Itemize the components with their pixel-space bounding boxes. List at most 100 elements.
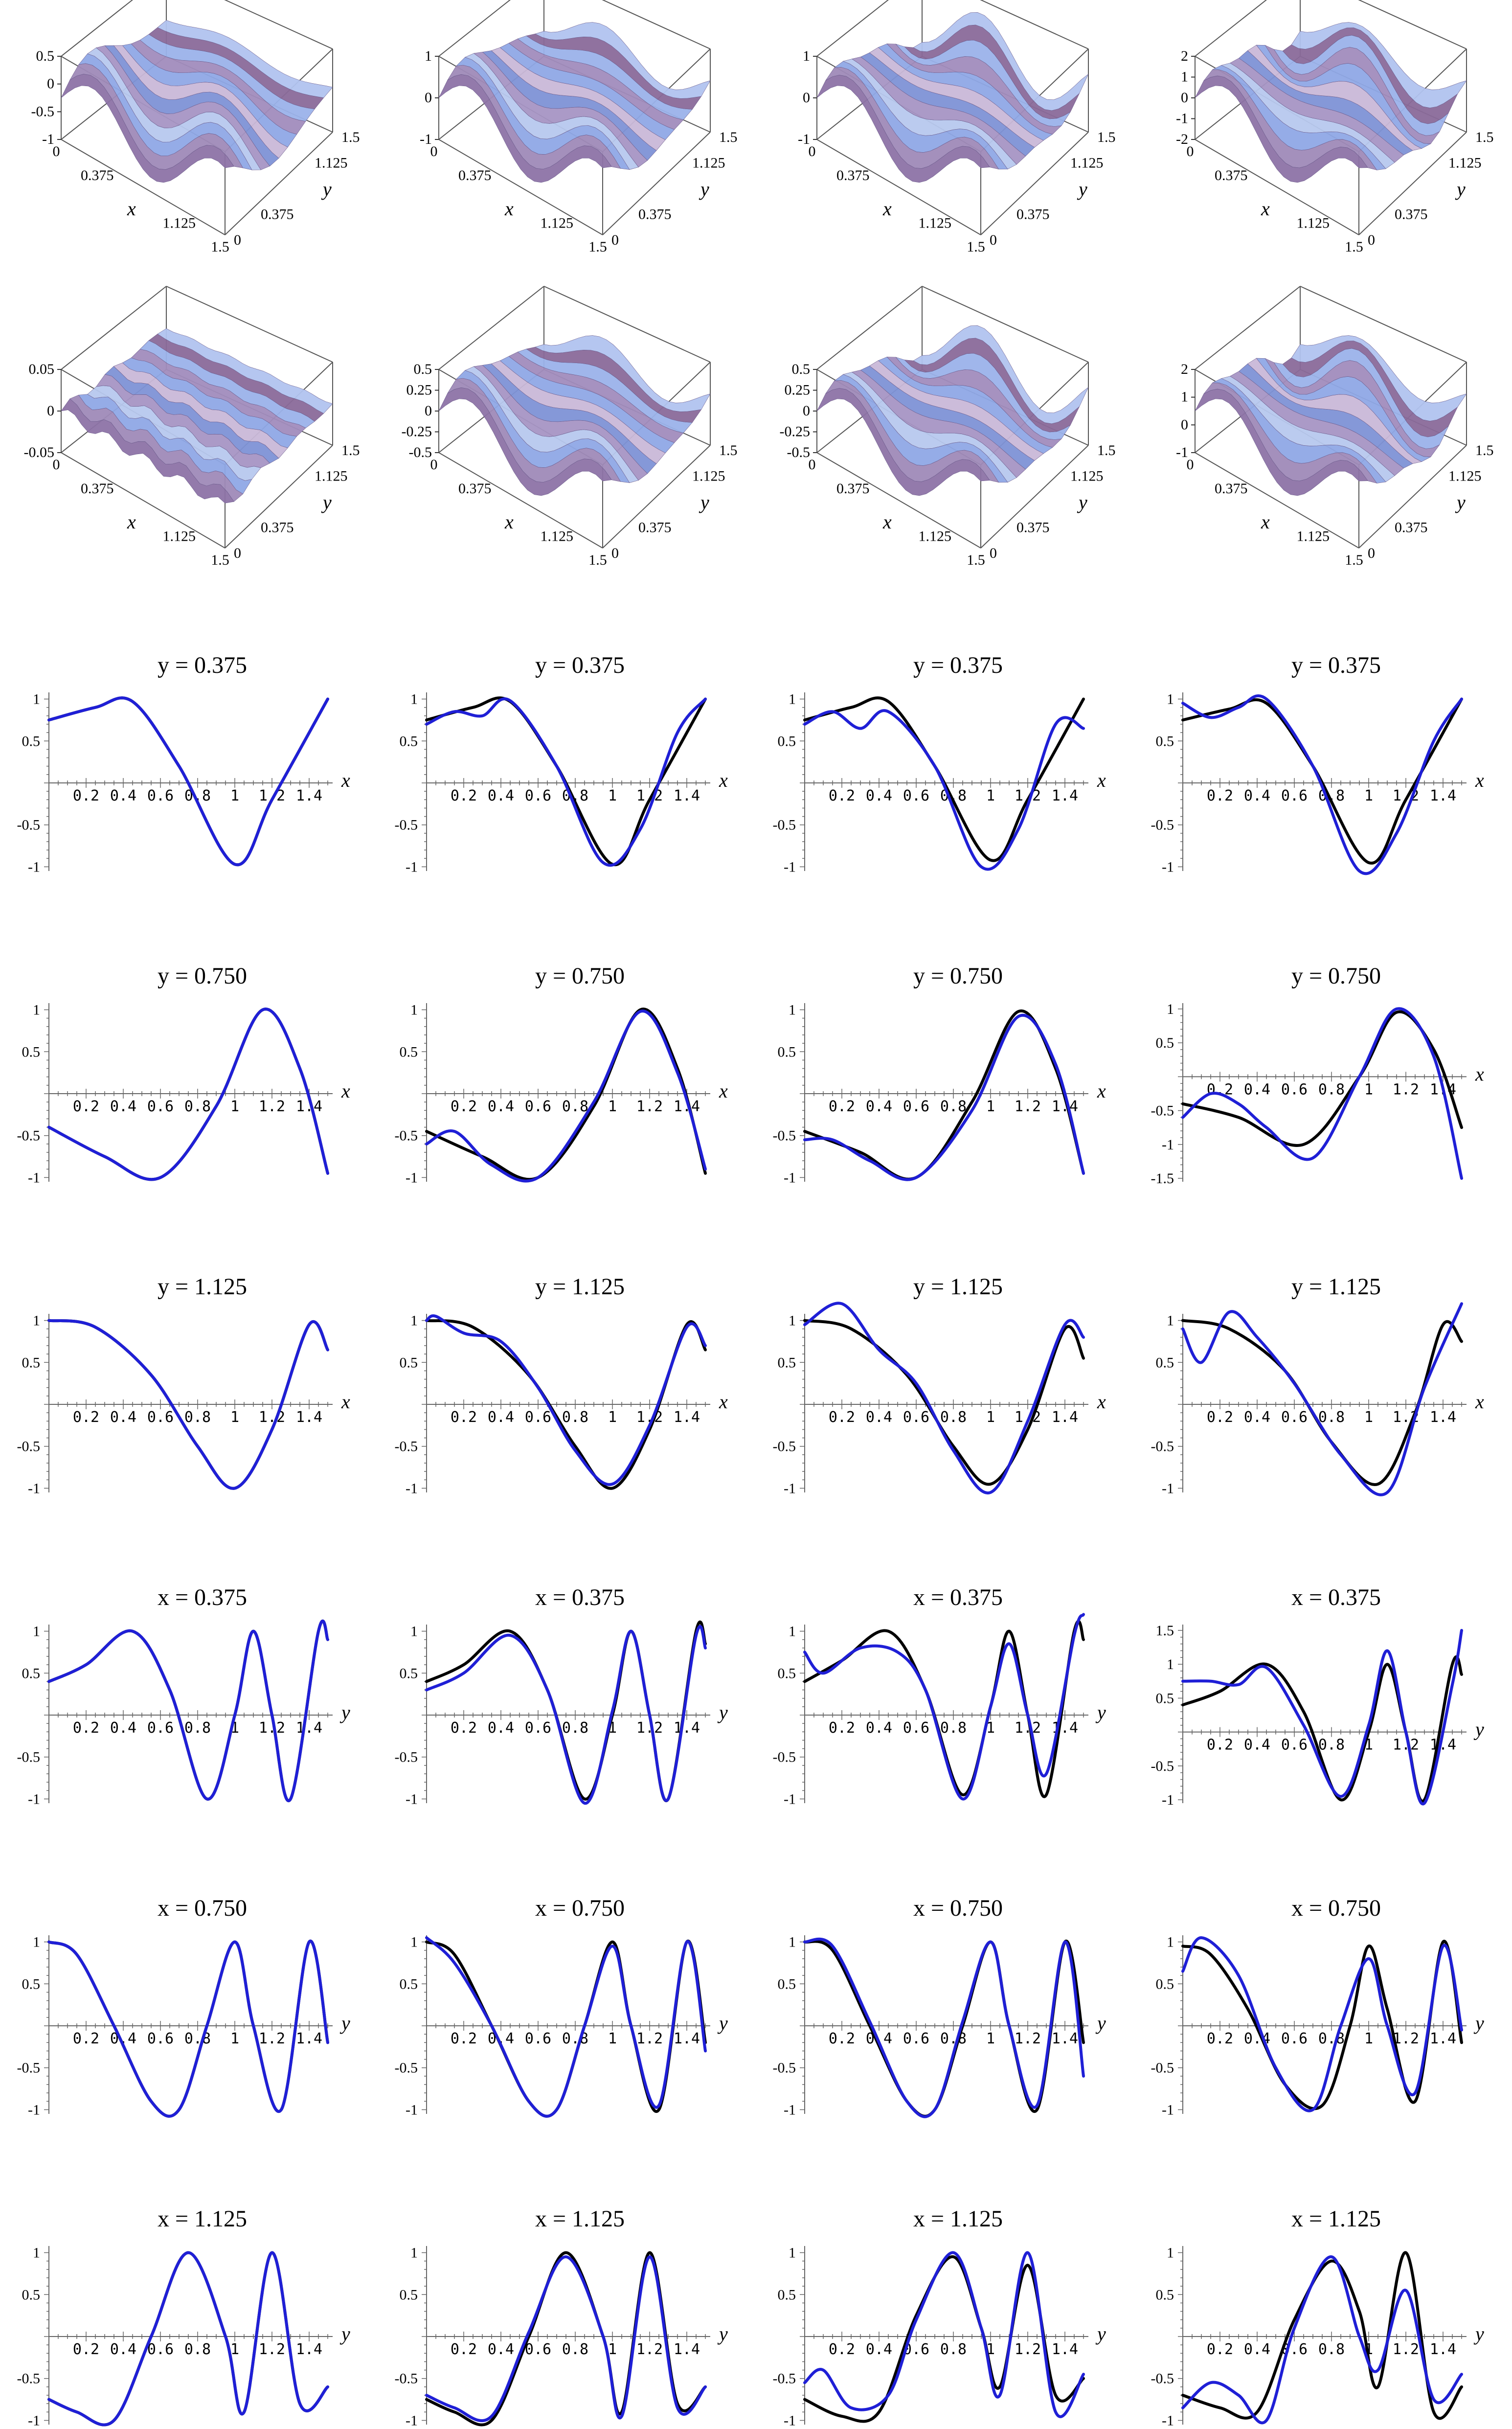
x-axis-label: x [882,511,892,533]
x-tick-label: 0.4 [866,787,892,804]
y-tick-label: 0.5 [778,1354,796,1371]
y-tick-label: 1 [1167,1313,1174,1329]
z-tick-label: -0.5 [31,103,55,119]
x-tick-label: 0.4 [110,1409,136,1426]
x-tick-label: 0.2 [451,2341,477,2358]
y-tick-label: 0.5 [22,1976,41,1992]
surface-sheet [816,12,1089,183]
x-tick-label: 1.2 [636,2030,663,2047]
y-axis-label: y [699,178,709,200]
y-tick-label: 1.5 [1475,442,1494,458]
x-tick-label: 0.8 [184,1409,211,1426]
y-tick-label: -0.5 [17,2060,41,2076]
x-tick-label: 0.4 [488,787,514,804]
z-tick-label: -0.05 [24,444,55,460]
x-tick-label: 0.6 [147,2341,174,2358]
x-tick-label: 1.4 [674,1409,700,1426]
panel-title: x = 0.750 [1291,1895,1381,1921]
z-tick-label: 0 [1181,90,1188,106]
box-edge [816,0,889,57]
y-tick-label: 1.5 [1156,1623,1174,1639]
x-axis-label: y [717,2012,728,2034]
z-tick-label: 0.05 [29,361,55,377]
x-axis-label: y [339,1701,350,1723]
x-tick-label: 0.4 [110,1098,136,1115]
z-tick-label: 0.25 [785,382,811,398]
box-edge [980,0,1089,49]
y-tick-label: 1 [789,691,796,708]
x-tick-label: 0.375 [836,167,870,183]
x-tick-label: 0.2 [73,787,99,804]
y-tick-label: -0.5 [17,1128,41,1144]
y-tick-label: -0.5 [395,1749,418,1765]
y-tick-label: 0 [1368,545,1375,561]
y-tick-label: -1 [1162,2412,1174,2429]
y-tick-label: -1 [28,859,40,875]
y-tick-label: -1 [1162,1480,1174,1496]
y-tick-label: -0.5 [17,2371,41,2387]
y-tick-label: -0.5 [395,1128,418,1144]
x-tick-label: 0.2 [451,1719,477,1737]
x-tick-label: 0.8 [1318,1081,1345,1098]
y-tick-label: 0.375 [261,520,294,536]
y-tick-label: 0.5 [22,2287,41,2303]
y-axis-label: y [321,178,332,200]
x-tick-label: 1.4 [1052,2341,1078,2358]
x-axis-label: y [717,1701,728,1723]
x-tick-label: 1 [608,787,617,804]
x-tick-label: 0.6 [147,787,174,804]
x-tick-label: 0.8 [562,2341,588,2358]
z-tick-label: -2 [1176,131,1188,147]
y-tick-label: 1.5 [719,129,738,145]
x-tick-label: 1.125 [1297,528,1330,544]
box-edge [543,286,711,363]
exact-curve [803,1620,1085,1798]
box-edge [224,0,333,49]
x-tick-label: 0.8 [940,2341,967,2358]
approx-curve [1181,1302,1463,1496]
y-tick-label: -1 [28,1791,40,1807]
y-tick-label: -0.5 [395,2060,418,2076]
exact-curve [1181,697,1463,865]
y-tick-label: 1 [789,1934,796,1950]
y-tick-label: -0.5 [395,2371,418,2387]
box-edge [1195,286,1301,370]
y-tick-label: 1.125 [1070,468,1104,484]
x-tick-label: 1 [986,787,995,804]
y-tick-label: -0.5 [395,1439,418,1455]
box-edge [61,452,226,549]
z-tick-label: 0 [803,90,810,106]
y-tick-label: 1 [410,691,418,708]
box-edge [602,132,711,235]
x-tick-label: 1.5 [967,552,985,568]
y-tick-label: 1.125 [1448,468,1482,484]
y-tick-label: 1 [410,1002,418,1018]
x-tick-label: 1.5 [588,239,607,255]
x-tick-label: 0.6 [1281,1409,1308,1426]
x-axis-label: x [127,511,136,533]
y-tick-label: 0.5 [778,1044,796,1060]
y-tick-label: 0.375 [1016,206,1050,223]
surface-strip [157,328,333,414]
y-tick-label: -1 [406,1791,418,1807]
x-tick-label: 1.2 [1393,1737,1419,1754]
x-axis-label: x [719,769,728,791]
line-panel: x = 1.125 0.2 0.4 0.6 0.8 1 1.2 1.4 y 1 0.5 -0.5 -1 [17,2206,351,2429]
z-tick-label: 0 [47,403,54,419]
y-tick-label: 0.375 [1395,206,1428,223]
z-tick-label: 0 [1181,416,1188,433]
x-axis-label: x [1097,1080,1106,1102]
x-axis-label: y [1095,2323,1106,2345]
exact-curve [1181,2251,1463,2420]
y-tick-label: 1 [33,1002,40,1018]
y-tick-label: 0.5 [22,1665,41,1681]
box-edge [602,445,711,549]
approx-curve [1181,694,1463,875]
